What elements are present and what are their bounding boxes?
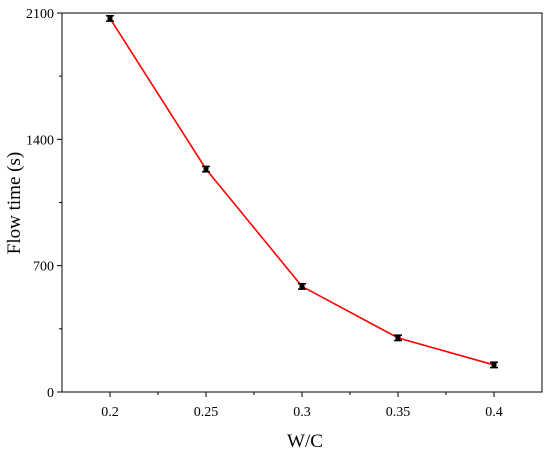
data-point [299,283,305,289]
x-tick-label: 0.35 [386,405,411,420]
axes [61,12,543,393]
y-tick-label: 700 [33,260,54,275]
series [106,14,498,369]
y-tick-label: 1400 [26,133,54,148]
x-tick-label: 0.4 [485,405,503,420]
data-point [395,335,401,341]
x-tick-label: 0.2 [101,405,119,420]
data-point [491,362,497,368]
ticks: 0 700 1400 2100 0.2 0.25 0.3 0.35 0.4 [26,7,503,420]
data-point [203,166,209,172]
y-tick-label: 0 [47,386,54,401]
series-line [109,17,495,366]
plot-frame [61,12,543,393]
y-tick-label: 2100 [26,7,54,22]
x-axis-title: W/C [287,431,323,452]
data-point [107,15,113,21]
x-tick-label: 0.25 [194,405,219,420]
x-tick-label: 0.3 [293,405,311,420]
y-axis-title: Flow time (s) [4,152,25,254]
